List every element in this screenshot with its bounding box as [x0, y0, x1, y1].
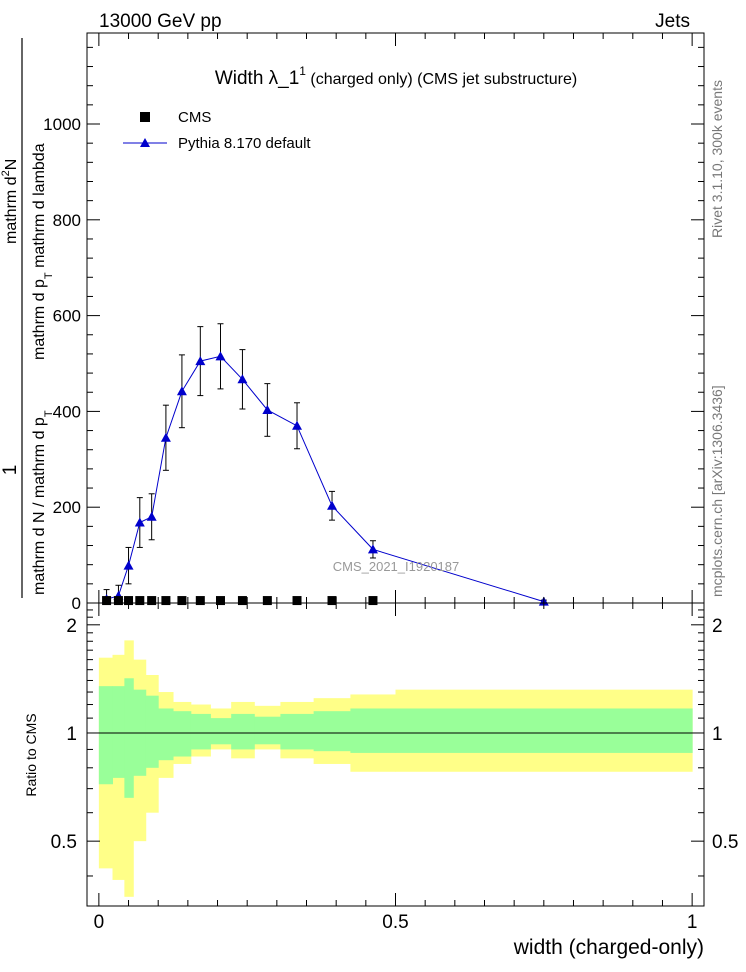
mc-point: [262, 404, 273, 414]
x-tick-label: 0.5: [382, 912, 408, 933]
cms-point: [292, 596, 302, 606]
mc-point: [327, 500, 338, 510]
mc-point: [176, 386, 187, 396]
ratio-band-inner: [280, 713, 315, 750]
y-axis-label: 1 mathrm d N / mathrm d pT mathrm d2N ma…: [0, 38, 55, 598]
ratio-band-inner: [124, 678, 134, 798]
y-tick-label: 800: [53, 211, 81, 230]
x-tick-label: 0: [94, 912, 105, 933]
mcplots-label: mcplots.cern.ch [arXiv:1306.3436]: [709, 385, 725, 597]
mc-point: [195, 356, 206, 366]
cms-point: [237, 596, 247, 606]
ratio-band-inner: [350, 708, 396, 753]
ratio-y-tick-label: 0.5: [51, 832, 77, 853]
x-tick-label: 1: [687, 912, 698, 933]
mc-point: [237, 374, 248, 384]
cms-point: [177, 596, 187, 606]
cms-point: [368, 596, 378, 606]
mc-point: [134, 517, 145, 527]
ratio-y-tick-label: 2: [66, 616, 77, 637]
ratio-band-inner: [395, 708, 693, 753]
header-left: 13000 GeV pp: [99, 11, 222, 32]
mc-point: [146, 511, 157, 521]
rivet-label: Rivet 3.1.10, 300k events: [709, 80, 725, 238]
legend-mc-marker: [140, 138, 150, 147]
cms-point: [195, 596, 205, 606]
ylabel-denominator: mathrm d N / mathrm d pT: [31, 410, 55, 595]
mc-point: [123, 560, 134, 570]
ratio-band-inner: [98, 686, 114, 785]
x-axis-label: width (charged-only): [513, 936, 704, 959]
ratio-band-inner: [254, 716, 281, 745]
legend: CMS Pythia 8.170 default: [123, 109, 311, 152]
y-tick-label: 600: [53, 307, 81, 326]
cms-point: [147, 596, 157, 606]
legend-mc-label: Pythia 8.170 default: [178, 135, 311, 152]
ratio-y-tick-label-right: 2: [712, 616, 723, 637]
cms-point: [161, 596, 171, 606]
ratio-band-inner: [231, 713, 255, 750]
ratio-y-tick-label-right: 1: [712, 724, 723, 745]
cms-point: [113, 596, 123, 606]
y-tick-label: 200: [53, 498, 81, 517]
ratio-band-inner: [190, 713, 211, 750]
mc-point: [367, 544, 378, 554]
y-tick-label: 400: [53, 402, 81, 421]
mc-point: [292, 420, 303, 430]
y-tick-label: 0: [72, 594, 81, 613]
ratio-panel: 0.5 0.5 1 1 2 2 0 0.5 1: [51, 602, 738, 933]
header-right: Jets: [655, 11, 690, 32]
mc-point: [160, 432, 171, 442]
ratio-band-inner: [112, 686, 125, 778]
ratio-y-tick-label: 1: [66, 724, 77, 745]
cms-point: [215, 596, 225, 606]
ratio-band-inner: [158, 708, 174, 761]
ratio-band-inner: [145, 695, 159, 768]
chart-title: Width λ_11 (charged only) (CMS jet subst…: [215, 64, 577, 89]
ratio-band-inner: [173, 711, 192, 757]
legend-cms-label: CMS: [178, 109, 211, 126]
legend-cms-marker: [140, 112, 150, 122]
ylabel-numerator: 1: [0, 465, 21, 476]
ratio-band-inner: [210, 718, 232, 745]
ylabel-upper-den: mathrm d pT mathrm d lambda: [31, 143, 55, 360]
mc-line: [106, 355, 544, 603]
cms-point: [102, 596, 112, 606]
cms-point: [327, 596, 337, 606]
ylabel-upper-num: mathrm d2N: [0, 159, 20, 244]
main-panel: 0 200 400 600 800 1000 CMS_2021_I1920187: [43, 32, 705, 613]
y-tick-label: 1000: [43, 115, 81, 134]
ratio-y-tick-label-right: 0.5: [712, 832, 738, 853]
watermark: CMS_2021_I1920187: [333, 559, 460, 574]
cms-point: [135, 596, 145, 606]
mc-point: [215, 351, 226, 361]
ratio-ylabel: Ratio to CMS: [23, 713, 39, 796]
ratio-band-inner: [313, 711, 351, 752]
cms-point: [262, 596, 272, 606]
